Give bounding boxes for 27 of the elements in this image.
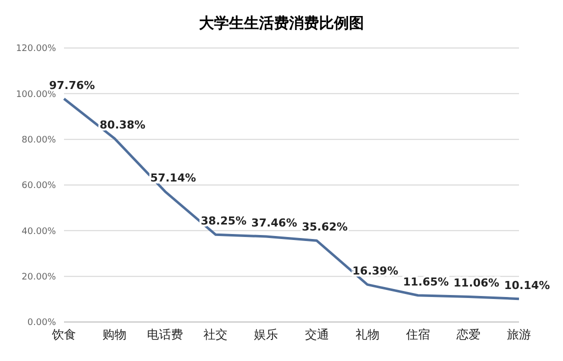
x-tick-label: 旅游 xyxy=(507,328,531,342)
y-tick-label: 0.00% xyxy=(27,318,56,328)
data-label: 16.39% xyxy=(352,264,398,278)
x-tick-label: 社交 xyxy=(204,328,228,342)
y-tick-label: 40.00% xyxy=(22,226,56,237)
data-label: 11.65% xyxy=(402,275,449,288)
data-label: 37.46% xyxy=(251,216,298,230)
y-tick-label: 80.00% xyxy=(22,136,56,146)
x-tick-label: 恋爱 xyxy=(455,328,480,342)
x-tick-label: 交通 xyxy=(304,328,329,342)
x-tick-label: 娱乐 xyxy=(254,328,278,342)
data-label: 97.76% xyxy=(49,78,95,92)
y-tick-label: 20.00% xyxy=(22,272,56,283)
x-tick-label: 饮食 xyxy=(51,328,76,342)
x-tick-label: 购物 xyxy=(102,328,127,342)
y-tick-label: 100.00% xyxy=(16,90,56,100)
data-label: 38.25% xyxy=(200,214,247,228)
x-tick-label: 住宿 xyxy=(404,328,430,342)
data-label: 35.62% xyxy=(302,220,348,234)
chart-title: 大学生生活费消费比例图 xyxy=(198,13,365,34)
y-tick-label: 60.00% xyxy=(22,181,56,192)
x-tick-label: 礼物 xyxy=(355,328,380,342)
x-tick-label: 电话费 xyxy=(147,328,184,342)
data-label: 80.38% xyxy=(100,118,146,132)
y-tick-label: 120.00% xyxy=(16,44,56,54)
data-label: 11.06% xyxy=(454,276,500,290)
data-label: 10.14% xyxy=(504,278,550,292)
